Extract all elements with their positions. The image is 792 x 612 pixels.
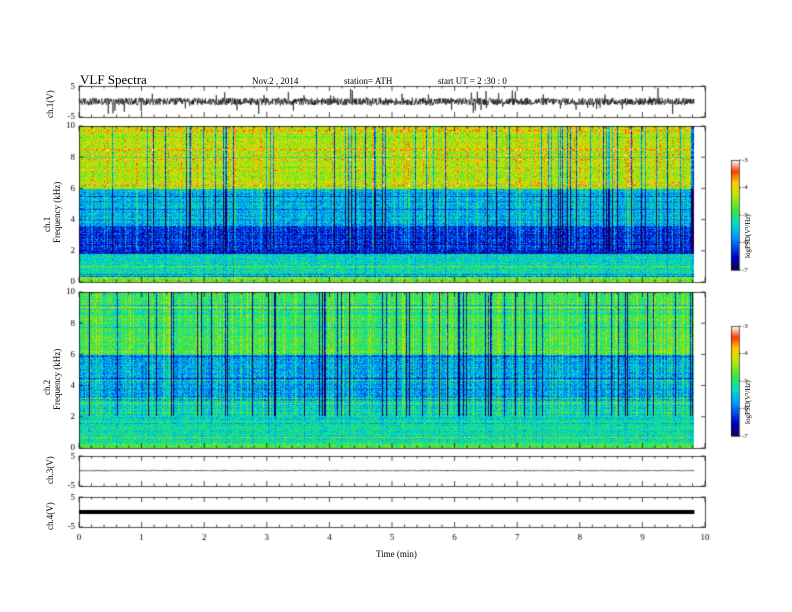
ch3-waveform-ylabel: ch.3(V)	[45, 456, 55, 484]
ch4-waveform-ylabel: ch.4(V)	[45, 502, 55, 530]
ch2-spectrogram-ylabel-axis: Frequency (kHz)	[52, 348, 62, 410]
station-label: station= ATH	[344, 76, 393, 86]
date-label: Nov.2 , 2014	[252, 76, 299, 86]
ch1-colorbar-label: logPSD(V²/Hz)	[744, 214, 752, 258]
ch1-spectrogram-ylabel-channel: ch.1	[42, 216, 52, 232]
ch1-spectrogram-ylabel-axis: Frequency (kHz)	[52, 181, 62, 243]
ch2-spectrogram-ylabel-channel: ch.2	[42, 379, 52, 395]
x-axis-label: Time (min)	[376, 549, 417, 559]
page-title: VLF Spectra	[80, 72, 147, 87]
start-time-label: start UT = 2 :30 : 0	[438, 76, 507, 86]
ch1-waveform-ylabel: ch.1(V)	[45, 90, 55, 118]
ch2-colorbar-label: logPSD(V²/Hz)	[744, 380, 752, 424]
